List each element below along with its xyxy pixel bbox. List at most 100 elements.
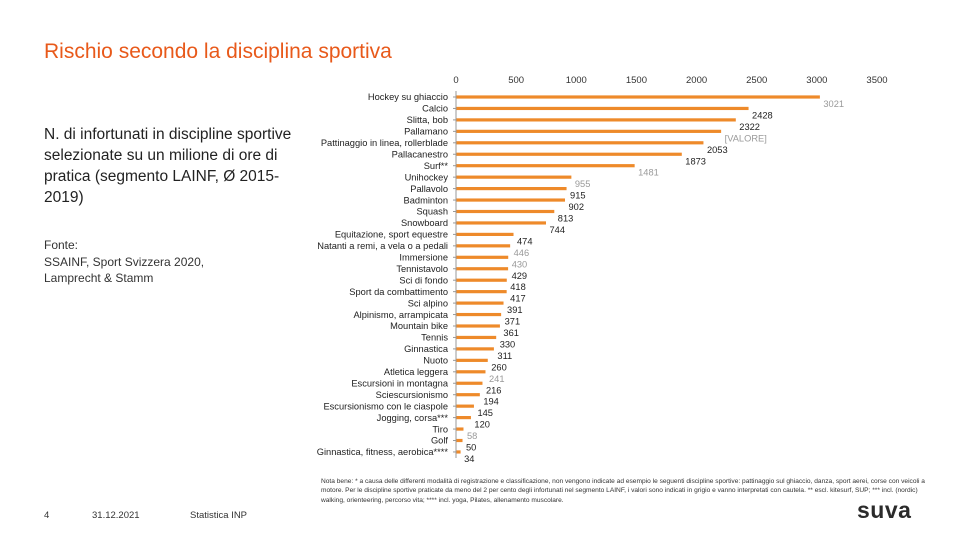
bar bbox=[456, 232, 514, 236]
data-label: 446 bbox=[514, 248, 530, 258]
data-label: 194 bbox=[483, 397, 499, 407]
bar bbox=[456, 347, 494, 351]
data-label: [VALORE] bbox=[725, 133, 767, 143]
category-label: Atletica leggera bbox=[384, 367, 449, 377]
footer-date: 31.12.2021 bbox=[92, 510, 140, 521]
category-label: Escursionismo con le ciaspole bbox=[323, 401, 448, 411]
category-label: Unihockey bbox=[405, 172, 449, 182]
data-label: 216 bbox=[486, 385, 502, 395]
category-label: Pallamano bbox=[404, 127, 448, 137]
category-label: Natanti a remi, a vela o a pedali bbox=[317, 241, 448, 251]
category-label: Pallacanestro bbox=[392, 149, 448, 159]
bar bbox=[456, 152, 682, 156]
bar bbox=[456, 267, 509, 271]
category-label: Snowboard bbox=[401, 218, 448, 228]
bar bbox=[456, 129, 722, 133]
category-label: Pallavolo bbox=[410, 184, 448, 194]
category-label: Tiro bbox=[432, 424, 448, 434]
category-label: Tennistavolo bbox=[396, 264, 448, 274]
data-label: 330 bbox=[500, 339, 516, 349]
bar bbox=[456, 198, 565, 202]
category-label: Ginnastica, fitness, aerobica**** bbox=[317, 447, 449, 457]
data-label: 3021 bbox=[823, 99, 844, 109]
suva-logo: suva bbox=[857, 497, 912, 523]
category-label: Golf bbox=[431, 436, 448, 446]
x-tick-label: 1000 bbox=[566, 75, 587, 86]
category-label: Sciescursionismo bbox=[376, 390, 448, 400]
bar bbox=[456, 141, 704, 145]
data-label: 145 bbox=[477, 408, 493, 418]
x-tick-label: 1500 bbox=[626, 75, 647, 86]
bar bbox=[456, 450, 461, 454]
source-line: Fonte: bbox=[44, 238, 79, 252]
bar bbox=[456, 393, 480, 397]
bar bbox=[456, 301, 504, 305]
x-tick-label: 0 bbox=[453, 75, 458, 86]
bar bbox=[456, 209, 555, 214]
category-label: Sci alpino bbox=[408, 298, 448, 308]
x-tick-label: 2000 bbox=[686, 75, 707, 86]
bar bbox=[456, 106, 749, 111]
bar bbox=[456, 118, 736, 122]
data-label: 955 bbox=[575, 179, 591, 189]
category-label: Nuoto bbox=[423, 356, 448, 366]
data-label: 744 bbox=[549, 225, 565, 235]
category-label: Sport da combattimento bbox=[349, 287, 448, 297]
data-label: 429 bbox=[512, 271, 528, 281]
bar bbox=[456, 164, 635, 168]
data-label: 1481 bbox=[638, 168, 659, 178]
bar bbox=[456, 290, 507, 294]
data-label: 430 bbox=[512, 259, 528, 269]
chart-subtitle: N. di infortunati in discipline sportive… bbox=[44, 126, 292, 206]
category-label: Pattinaggio in linea, rollerblade bbox=[321, 138, 448, 148]
bar bbox=[456, 95, 820, 99]
x-tick-label: 2500 bbox=[746, 75, 767, 86]
data-label: 418 bbox=[510, 282, 526, 292]
bar bbox=[456, 404, 474, 408]
category-label: Calcio bbox=[422, 104, 448, 114]
bar bbox=[456, 244, 511, 248]
category-label: Sci di fondo bbox=[399, 275, 448, 285]
bar bbox=[456, 255, 509, 259]
data-label: 260 bbox=[491, 362, 507, 372]
category-label: Slitta, bob bbox=[407, 115, 448, 125]
category-label: Mountain bike bbox=[390, 321, 448, 331]
source-line: SSAINF, Sport Svizzera 2020, bbox=[44, 254, 205, 269]
data-label: 120 bbox=[474, 420, 490, 430]
data-label: 902 bbox=[568, 202, 584, 212]
category-label: Hockey su ghiaccio bbox=[368, 92, 448, 102]
bar bbox=[456, 312, 502, 317]
data-label: 34 bbox=[464, 454, 474, 464]
bar bbox=[456, 416, 471, 420]
data-label: 1873 bbox=[685, 156, 706, 166]
data-label: 915 bbox=[570, 191, 586, 201]
data-label: 417 bbox=[510, 294, 526, 304]
x-tick-label: 3500 bbox=[866, 75, 887, 86]
bar bbox=[456, 381, 483, 385]
page-title: Rischio secondo la disciplina sportiva bbox=[44, 40, 392, 63]
source-line: Lamprecht & Stamm bbox=[44, 271, 154, 285]
data-label: 474 bbox=[517, 236, 533, 246]
category-label: Jogging, corsa*** bbox=[377, 413, 449, 423]
bar bbox=[456, 438, 463, 443]
category-label: Tennis bbox=[421, 333, 448, 343]
data-label: 813 bbox=[558, 214, 574, 224]
bar bbox=[456, 175, 572, 179]
bar bbox=[456, 335, 497, 340]
footnote: Nota bene: * a causa delle differenti mo… bbox=[321, 478, 925, 504]
category-label: Equitazione, sport equestre bbox=[335, 230, 448, 240]
data-label: 50 bbox=[466, 443, 476, 453]
page-number: 4 bbox=[44, 510, 50, 521]
bar bbox=[456, 324, 500, 328]
data-label: 361 bbox=[503, 328, 519, 338]
data-label: 2053 bbox=[707, 145, 728, 155]
category-label: Immersione bbox=[399, 253, 448, 263]
data-label: 391 bbox=[507, 305, 523, 315]
data-label: 311 bbox=[497, 351, 512, 361]
x-tick-label: 3000 bbox=[806, 75, 827, 86]
bar bbox=[456, 370, 486, 374]
footer-department: Statistica INP bbox=[190, 510, 248, 521]
data-label: 371 bbox=[505, 317, 521, 327]
category-label: Badminton bbox=[404, 195, 448, 205]
category-label: Squash bbox=[416, 207, 448, 217]
